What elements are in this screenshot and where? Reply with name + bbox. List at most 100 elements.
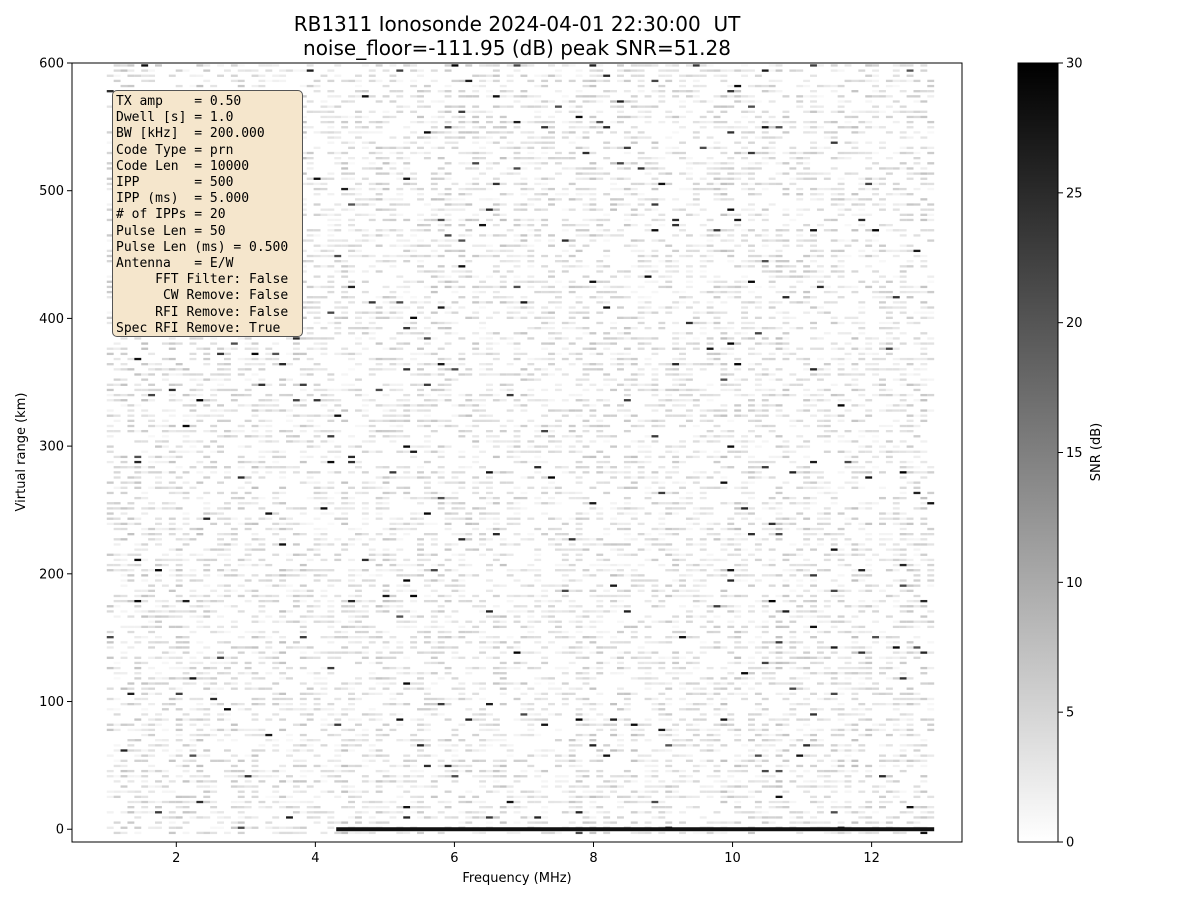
heatmap-cell [334, 697, 342, 701]
heatmap-cell [348, 790, 355, 793]
heatmap-cell [548, 120, 555, 124]
heatmap-cell [341, 388, 349, 392]
heatmap-cell [217, 718, 224, 721]
heatmap-cell [382, 569, 390, 572]
heatmap-cell [244, 543, 252, 546]
heatmap-cell [492, 502, 500, 505]
heatmap-cell [368, 754, 376, 757]
heatmap-cell [520, 120, 528, 124]
heatmap-cell [534, 502, 542, 505]
heatmap-cell [217, 739, 224, 742]
heatmap-cell [299, 646, 307, 649]
heatmap-cell [548, 373, 555, 376]
heatmap-cell [279, 569, 287, 572]
heatmap-cell [175, 646, 183, 649]
heatmap-cell [106, 656, 114, 659]
heatmap-cell [313, 697, 321, 701]
heatmap-cell [492, 352, 500, 356]
heatmap-cell [327, 775, 335, 778]
heatmap-cell [534, 95, 542, 98]
heatmap-cell [499, 471, 507, 474]
heatmap-cell [375, 244, 383, 247]
heatmap-cell [217, 507, 224, 510]
heatmap-cell [403, 260, 411, 263]
heatmap-cell [258, 476, 266, 479]
heatmap-cell [327, 414, 335, 417]
heatmap-cell [458, 136, 466, 139]
heatmap-cell [506, 95, 514, 98]
heatmap-cell [513, 69, 521, 72]
heatmap-cell [479, 404, 487, 407]
heatmap-cell [327, 193, 335, 196]
heatmap-cell [492, 79, 500, 83]
heatmap-cell [506, 260, 514, 263]
heatmap-cell [548, 177, 555, 180]
heatmap-cell [272, 744, 280, 747]
heatmap-cell [375, 569, 383, 572]
heatmap-cell [513, 517, 521, 520]
heatmap-cell [313, 821, 321, 824]
heatmap-cell [382, 157, 390, 160]
heatmap-cell [499, 213, 507, 216]
heatmap-cell [354, 90, 362, 93]
heatmap-cell [320, 615, 328, 618]
heatmap-cell [548, 641, 555, 644]
heatmap-cell [161, 677, 169, 680]
heatmap-cell [168, 337, 176, 340]
heatmap-cell [272, 682, 280, 685]
heatmap-cell [265, 517, 273, 520]
heatmap-cell [465, 316, 473, 319]
heatmap-cell [244, 517, 252, 520]
heatmap-cell [472, 254, 480, 258]
heatmap-cell [341, 187, 349, 191]
heatmap-cell [148, 630, 156, 634]
heatmap-cell [230, 625, 238, 629]
heatmap-cell [265, 806, 273, 809]
heatmap-cell [175, 486, 183, 489]
heatmap-cell [382, 347, 390, 350]
heatmap-cell [458, 466, 466, 469]
heatmap-cell [237, 790, 245, 793]
heatmap-cell [223, 816, 231, 819]
heatmap-cell [244, 800, 252, 804]
heatmap-cell [251, 574, 259, 577]
heatmap-cell [120, 404, 128, 407]
heatmap-cell [244, 527, 252, 531]
heatmap-cell [182, 651, 190, 654]
heatmap-cell [472, 187, 480, 191]
heatmap-cell [368, 692, 376, 695]
heatmap-cell [561, 672, 569, 675]
heatmap-cell [334, 352, 342, 356]
heatmap-cell [444, 172, 452, 175]
heatmap-cell [499, 563, 507, 567]
heatmap-cell [334, 630, 342, 634]
heatmap-cell [465, 811, 473, 814]
heatmap-cell [286, 826, 293, 829]
heatmap-cell [168, 780, 176, 783]
heatmap-cell [403, 780, 411, 783]
heatmap-cell [217, 378, 224, 381]
heatmap-cell [548, 352, 555, 356]
heatmap-cell [451, 636, 459, 639]
heatmap-cell [506, 90, 514, 93]
heatmap-cell [479, 713, 487, 716]
heatmap-cell [299, 630, 307, 634]
heatmap-cell [375, 502, 383, 505]
heatmap-cell [272, 399, 280, 402]
heatmap-cell [486, 218, 493, 222]
heatmap-cell [189, 450, 197, 453]
heatmap-cell [430, 275, 438, 278]
heatmap-cell [286, 795, 293, 799]
heatmap-cell [196, 677, 204, 680]
heatmap-cell [334, 651, 342, 654]
heatmap-cell [175, 692, 183, 695]
heatmap-cell [479, 79, 487, 83]
heatmap-cell [444, 816, 452, 819]
heatmap-cell [155, 636, 162, 639]
heatmap-cell [527, 584, 535, 587]
heatmap-cell [175, 718, 183, 721]
heatmap-cell [134, 775, 142, 778]
heatmap-cell [182, 435, 190, 438]
heatmap-cell [361, 646, 369, 649]
heatmap-cell [354, 424, 362, 428]
